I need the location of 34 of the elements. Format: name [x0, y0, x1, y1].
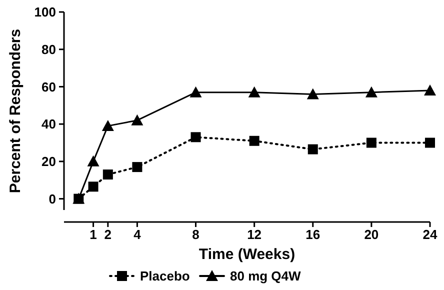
legend-label: 80 mg Q4W — [230, 268, 302, 284]
y-tick-label: 100 — [34, 4, 56, 20]
x-tick-label: 4 — [134, 227, 142, 242]
point — [102, 120, 114, 131]
point — [424, 84, 436, 96]
point — [248, 86, 260, 98]
y-tick-label: 80 — [42, 42, 56, 57]
legend-label: Placebo — [140, 268, 190, 284]
y-tick-label: 0 — [48, 191, 56, 206]
y-axis-title: Percent of Responders — [7, 28, 24, 194]
x-tick-label: 2 — [104, 227, 112, 242]
x-tick-label: 8 — [192, 227, 200, 242]
point — [87, 155, 100, 166]
point — [249, 136, 260, 146]
point — [88, 182, 98, 192]
x-tick-label: 20 — [364, 227, 379, 242]
x-tick-label: 12 — [247, 227, 262, 242]
y-tick-label: 60 — [42, 79, 56, 94]
point — [132, 162, 142, 172]
x-tick-label: 16 — [306, 227, 320, 242]
point — [190, 86, 202, 98]
point — [306, 88, 319, 100]
y-tick-label: 40 — [42, 116, 56, 132]
point — [425, 138, 435, 148]
point — [308, 144, 318, 154]
point — [102, 170, 113, 180]
x-tick-label: 1 — [90, 227, 97, 242]
x-tick-label: 24 — [422, 227, 438, 242]
point — [190, 132, 201, 142]
point — [365, 86, 378, 98]
point — [366, 138, 376, 148]
y-tick-label: 20 — [42, 154, 56, 169]
point — [131, 114, 144, 126]
x-axis-title: Time (Weeks) — [198, 246, 296, 263]
